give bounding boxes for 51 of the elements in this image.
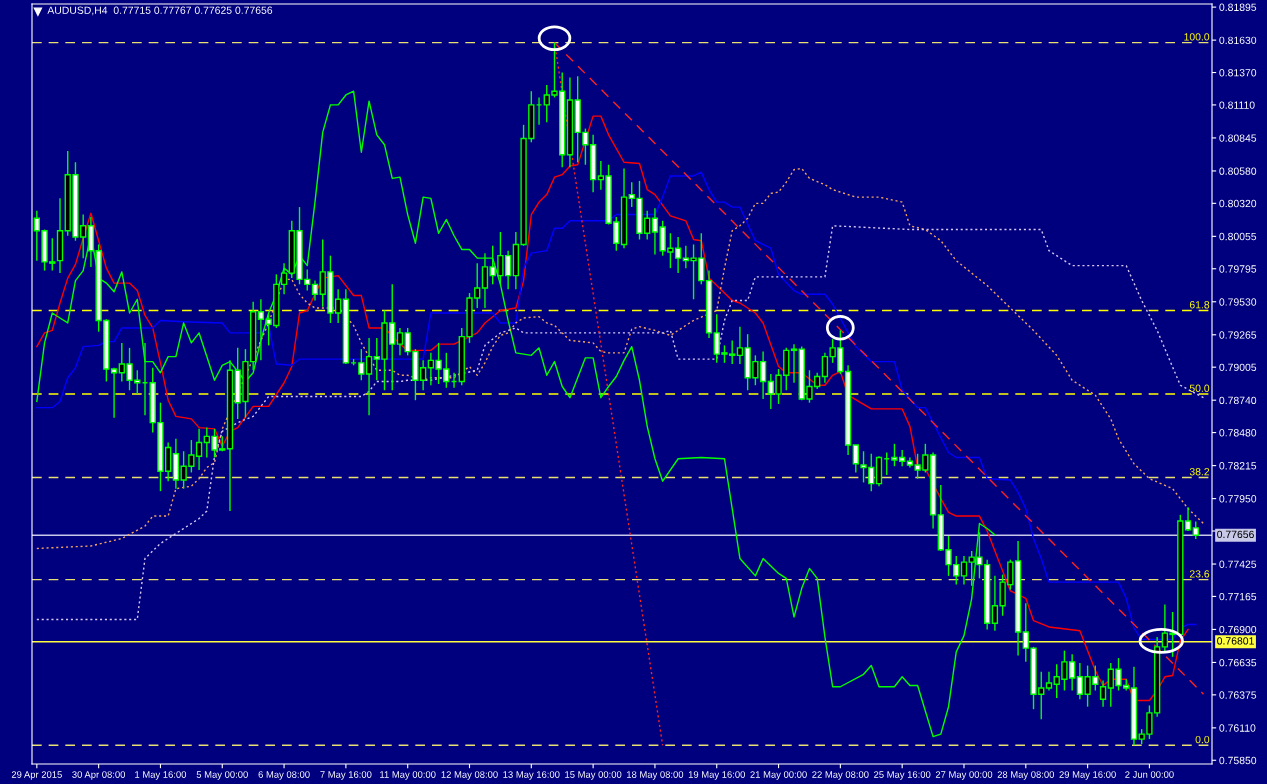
y-tick-label: 0.78480 [1219,429,1257,437]
y-tick-label: 0.77425 [1219,560,1257,568]
y-tick-label: 0.81110 [1219,101,1255,109]
x-tick-label: 21 May 00:00 [750,771,807,780]
y-tick-label: 0.80580 [1219,167,1257,175]
y-tick-label: 0.80320 [1219,199,1257,208]
y-tick-label: 0.78215 [1219,462,1257,470]
y-tick-label: 0.77165 [1219,592,1257,601]
x-tick-label: 11 May 00:00 [380,771,436,780]
x-tick-label: 19 May 16:00 [688,771,745,780]
x-tick-label: 6 May 08:00 [258,771,310,780]
chart-title: AUDUSD,H4 0.77715 0.77767 0.77625 0.77656 [47,6,273,16]
ref-line-label: 0.77656 [1217,530,1254,539]
y-tick-label: 0.75850 [1219,756,1257,765]
y-tick-label: 0.76110 [1219,724,1256,732]
annotation: 0.0 [1195,735,1210,744]
y-tick-label: 0.79795 [1219,265,1257,273]
x-tick-label: 13 May 16:00 [503,771,560,780]
x-tick-label: 1 May 16:00 [135,771,187,780]
x-tick-label: 29 Apr 2015 [11,771,62,780]
x-tick-label: 5 May 00:00 [196,771,248,780]
y-tick-label: 0.76375 [1219,691,1257,699]
x-tick-label: 28 May 08:00 [997,771,1055,780]
annotation: 38.2 [1189,468,1210,476]
y-tick-label: 0.81630 [1219,36,1257,45]
x-tick-label: 27 May 00:00 [935,771,993,780]
y-tick-label: 0.78740 [1219,396,1257,405]
x-tick-label: 22 May 08:00 [812,771,869,780]
y-tick-label: 0.80845 [1219,134,1257,142]
y-tick-label: 0.79005 [1219,363,1257,372]
x-tick-label: 15 May 00:00 [565,771,622,780]
y-tick-label: 0.81370 [1219,69,1257,77]
x-tick-label: 18 May 08:00 [627,771,684,780]
y-tick-label: 0.79530 [1219,298,1257,306]
x-tick-label: 25 May 16:00 [874,771,931,780]
x-tick-label: 7 May 16:00 [320,771,372,780]
x-tick-label: 30 Apr 08:00 [72,771,126,780]
y-tick-label: 0.76900 [1219,625,1257,634]
annotation: 23.6 [1189,570,1210,578]
y-tick-label: 0.80055 [1219,232,1257,241]
y-tick-label: 0.81895 [1219,3,1257,11]
annotation: 100.0 [1184,33,1210,41]
y-tick-label: 0.76635 [1219,658,1257,667]
x-tick-label: 12 May 08:00 [441,771,498,780]
annotation: 61.8 [1189,301,1210,309]
ref-line-label: 0.76801 [1217,637,1254,645]
y-tick-label: 0.77950 [1219,495,1257,503]
annotation: 50.0 [1189,384,1210,392]
y-tick-label: 0.79265 [1219,331,1257,339]
x-tick-label: 2 Jun 00:00 [1125,771,1174,778]
x-tick-label: 29 May 16:00 [1059,771,1116,780]
